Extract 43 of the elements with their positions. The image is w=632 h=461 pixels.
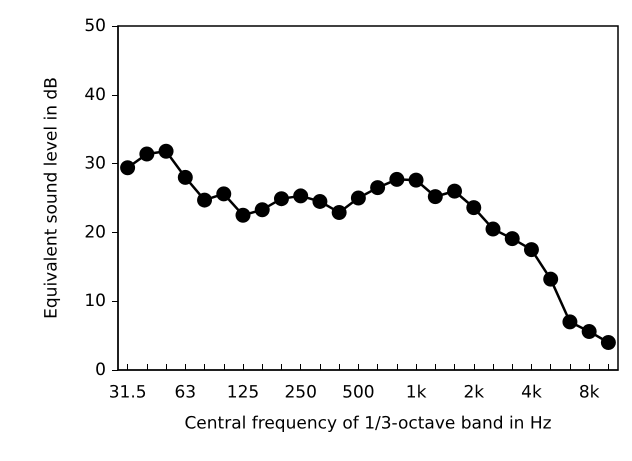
x-tick-label: 250 [284, 382, 317, 402]
point [466, 200, 482, 216]
x-tick-label: 125 [226, 382, 260, 402]
point [236, 208, 250, 223]
point [389, 172, 404, 187]
point [370, 180, 386, 196]
y-tick-label: 30 [84, 154, 106, 174]
y-tick-label: 20 [84, 222, 106, 242]
x-tick-label: 1k [406, 382, 427, 402]
point [582, 324, 597, 339]
point [504, 231, 520, 246]
point [178, 170, 193, 185]
point [543, 272, 558, 287]
x-tick-label: 500 [342, 382, 375, 402]
point [408, 172, 424, 188]
x-tick-label: 8k [578, 382, 600, 402]
point [524, 242, 539, 258]
x-axis-title: Central frequency of 1/3-octave band in Hz [184, 414, 552, 434]
y-axis-title: Equivalent sound level in dB [42, 77, 62, 319]
point [293, 188, 308, 204]
y-tick-label: 0 [95, 360, 106, 380]
point [254, 202, 270, 218]
point [120, 160, 136, 176]
point [350, 190, 366, 206]
point [332, 204, 347, 220]
point [158, 144, 174, 159]
point [428, 189, 443, 204]
y-tick-label: 40 [84, 84, 106, 105]
point [447, 184, 462, 199]
point [197, 192, 212, 208]
x-tick-label: 4k [521, 382, 542, 402]
x-tick-label: 63 [174, 382, 196, 402]
point [562, 314, 578, 330]
x-tick-label: 2k [463, 382, 484, 402]
y-tick-label: 10 [84, 291, 106, 312]
y-tick-label: 50 [84, 16, 106, 36]
point [139, 146, 154, 162]
point [486, 221, 500, 236]
point [274, 191, 289, 206]
point [600, 334, 616, 350]
point [216, 186, 232, 202]
point [312, 194, 328, 209]
x-tick-label: 31.5 [108, 382, 147, 402]
